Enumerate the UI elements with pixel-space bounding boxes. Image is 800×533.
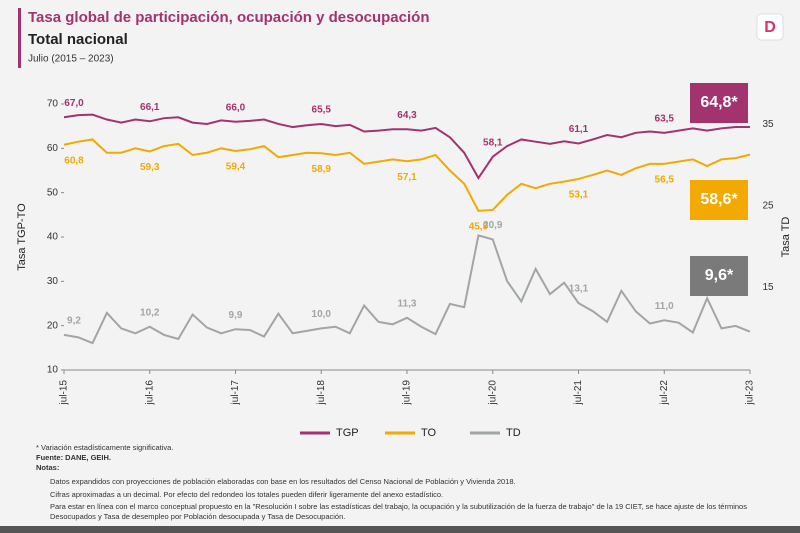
y-tick-label: 70 [47,99,59,110]
series-line [63,113,750,180]
highlight-label: 9,6* [705,267,734,284]
source: Fuente: DANE, GEIH. [36,453,112,462]
highlight-box [690,256,748,296]
x-tick-label: jul-15 [59,380,70,406]
x-tick-label: jul-21 [573,380,584,406]
data-label: 45,9 [469,221,489,232]
y2-tick-label: 35 [762,119,774,130]
chart-title: Tasa global de participación, ocupación … [28,9,429,26]
y-tick-label: 50 [47,187,59,198]
highlight-box [690,180,748,220]
data-label: 65,5 [312,105,332,116]
chart-period: Julio (2015 – 2023) [28,54,114,65]
data-label: 64,3 [397,110,417,121]
y-tick-label: 30 [47,276,59,287]
y-tick-label: 40 [47,232,59,243]
data-label: 60,8 [64,155,84,166]
data-label: 9,2 [67,316,81,327]
y-tick-label: 60 [47,143,59,154]
logo-box [756,13,784,41]
legend-label: TGP [336,427,359,439]
x-tick-label: jul-18 [316,380,327,406]
data-label: 57,1 [397,172,417,183]
data-label: 9,9 [229,310,243,321]
data-label: 59,3 [140,162,160,173]
data-label: 66,0 [226,102,246,113]
chart-subtitle: Total nacional [28,31,128,48]
data-label: 66,1 [140,102,160,113]
y2-axis-label: Tasa TD [780,217,792,258]
note: Para estar en línea con el marco concept… [50,502,747,521]
x-tick-label: jul-16 [144,380,155,406]
x-tick-label: jul-22 [659,380,670,406]
note: Cifras aproximadas a un decimal. Por efe… [50,490,444,499]
data-label: 59,4 [226,162,246,173]
series-line [63,138,751,212]
x-tick-label: jul-19 [402,380,413,406]
notes-title: Notas: [36,463,60,472]
highlight-box [690,83,748,123]
data-label: 61,1 [569,124,589,135]
highlight-label: 58,6* [700,191,738,208]
series-line [63,234,751,345]
legend-label: TD [506,427,521,439]
x-tick-label: jul-17 [230,380,241,406]
note: Datos expandidos con proyecciones de pob… [50,477,516,486]
y-tick-label: 10 [47,365,59,376]
data-label: 10,2 [140,307,160,318]
data-label: 13,1 [569,284,589,295]
data-label: 67,0 [64,98,84,109]
highlight-label: 64,8* [700,94,738,111]
legend-label: TO [421,427,437,439]
y2-tick-label: 25 [762,201,774,212]
bottom-bar [0,526,800,533]
data-label: 11,0 [655,301,674,312]
data-label: 56,5 [655,174,675,185]
footnote: * Variación estadísticamente significati… [36,443,174,452]
y2-tick-label: 15 [762,282,774,293]
y-tick-label: 20 [47,320,59,331]
logo: D [764,19,776,36]
data-label: 58,9 [312,164,332,175]
accent-bar [18,8,21,68]
x-tick-label: jul-20 [487,380,498,406]
data-label: 20,9 [483,220,503,231]
x-tick-label: jul-23 [745,380,756,406]
data-label: 11,3 [398,298,417,309]
data-label: 10,0 [312,309,332,320]
data-label: 63,5 [655,113,675,124]
data-label: 53,1 [569,190,589,201]
data-label: 58,1 [483,137,503,148]
y-axis-label: Tasa TGP-TO [16,203,28,271]
